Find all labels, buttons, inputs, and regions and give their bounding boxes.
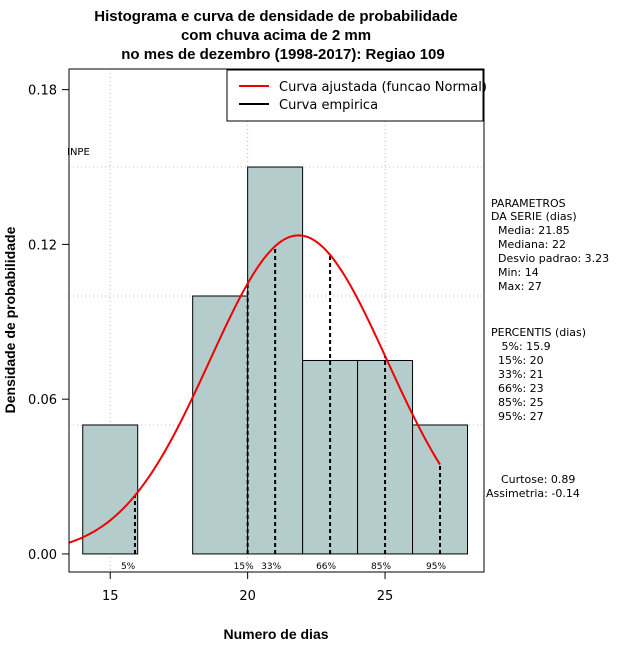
plot-frame xyxy=(68,68,485,573)
moments-panel: Curtose: 0.89 Assimetria: -0.14 xyxy=(486,473,580,500)
x-axis: 15 20 25 xyxy=(102,572,393,604)
y-axis-label: Densidade de probabilidade xyxy=(2,226,18,413)
curve-layer xyxy=(68,234,441,544)
chart-title-line-1: Histograma e curva de densidade de proba… xyxy=(94,8,457,25)
x-tick-label: 20 xyxy=(239,589,256,604)
percentile-line: 66%: 23 xyxy=(491,382,544,395)
bars-layer xyxy=(82,166,469,555)
percentile-label: 95% xyxy=(426,562,446,572)
y-axis: 0.00 0.06 0.12 0.18 xyxy=(28,84,69,563)
kurtosis-text: Curtose: 0.89 xyxy=(501,473,575,486)
percentile-label: 5% xyxy=(121,562,136,572)
histogram-bar xyxy=(247,166,304,555)
param-line: DA SERIE (dias) xyxy=(491,210,577,223)
normal-density-curve xyxy=(68,234,441,544)
param-line: Min: 14 xyxy=(491,266,539,279)
x-tick-label: 15 xyxy=(102,589,119,604)
parameters-panel: PARAMETROS DA SERIE (dias) Media: 21.85 … xyxy=(491,197,609,293)
percentile-line: 15%: 20 xyxy=(491,354,544,367)
percentile-label: 15% xyxy=(234,562,254,572)
legend: Curva ajustada (funcao Normal) Curva emp… xyxy=(226,69,487,122)
param-line: PARAMETROS xyxy=(491,197,566,210)
percentile-line: 5%: 15.9 xyxy=(491,340,551,353)
chart-title-line-3: no mes de dezembro (1998-2017): Regiao 1… xyxy=(121,46,444,63)
chart-title-line-2: com chuva acima de 2 mm xyxy=(181,27,371,44)
percentile-lines-layer xyxy=(133,246,442,554)
x-axis-label: Numero de dias xyxy=(223,626,328,642)
skewness-text: Assimetria: -0.14 xyxy=(486,487,580,500)
percentile-label: 66% xyxy=(316,562,336,572)
inpe-watermark: INPE xyxy=(67,147,90,158)
param-line: Desvio padrao: 3.23 xyxy=(491,252,609,265)
percentile-label: 33% xyxy=(261,562,281,572)
histogram-bar xyxy=(82,424,139,555)
x-tick-label: 25 xyxy=(377,589,394,604)
legend-box xyxy=(226,69,484,122)
percentile-labels-layer: 5% 15% 33% 66% 85% 95% xyxy=(121,562,447,572)
y-tick-label: 0.06 xyxy=(28,393,57,408)
percentiles-panel: PERCENTIS (dias) 5%: 15.9 15%: 20 33%: 2… xyxy=(491,326,586,423)
percentile-label: 85% xyxy=(371,562,391,572)
histogram-bar xyxy=(192,295,249,555)
y-tick-label: 0.12 xyxy=(28,238,57,253)
y-tick-label: 0.18 xyxy=(28,84,57,99)
legend-label-empirical: Curva empirica xyxy=(279,98,378,113)
param-line: Max: 27 xyxy=(491,280,542,293)
param-line: Media: 21.85 xyxy=(491,224,570,237)
percentile-line: 85%: 25 xyxy=(491,396,544,409)
percentile-line: PERCENTIS (dias) xyxy=(491,326,586,339)
param-line: Mediana: 22 xyxy=(491,238,566,251)
y-tick-label: 0.00 xyxy=(28,548,57,563)
percentile-line: 33%: 21 xyxy=(491,368,544,381)
percentile-line: 95%: 27 xyxy=(491,410,544,423)
legend-label-normal: Curva ajustada (funcao Normal) xyxy=(279,80,487,95)
